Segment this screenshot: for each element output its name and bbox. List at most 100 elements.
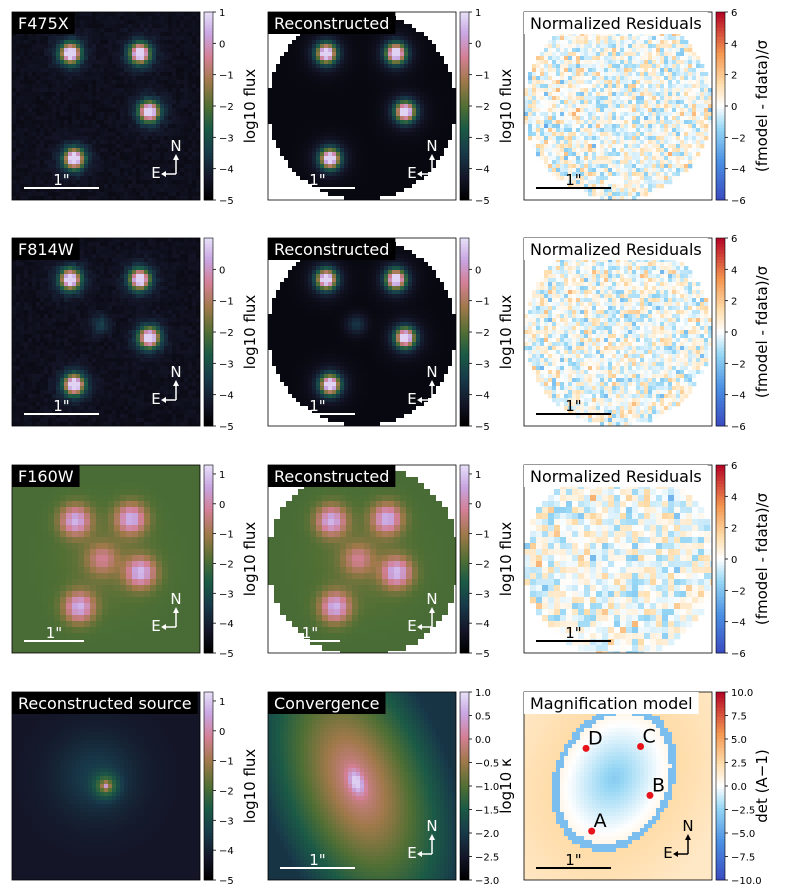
panel-title: Normalized Residuals: [530, 240, 702, 259]
colorbar-tick-label: 10.0: [731, 688, 753, 699]
colorbar-cb-f160w: 1 0 −1 −2 −3 −4 −5 log10 flux: [203, 464, 259, 660]
colorbar-cb-f475x-resid: 6 4 2 0 −2 −4 −6 (fmodel - fdata)/σ: [715, 8, 771, 207]
panel-frame: [11, 237, 201, 427]
colorbar-tick-label: −5: [219, 422, 234, 433]
panel-frame: [11, 464, 201, 654]
panel-title: Magnification model: [530, 694, 693, 713]
panel-title-box: [268, 12, 396, 34]
colorbar-tick-label: −1: [475, 297, 490, 308]
panel-image: [12, 238, 200, 426]
panel-magnification: 1" NE Magnification model A B C D: [523, 691, 713, 881]
colorbar-tick-label: −3: [475, 589, 490, 600]
colorbar-tick-label: 2: [731, 71, 737, 82]
panel-title: Reconstructed: [274, 14, 389, 33]
colorbar-tick-label: −4: [731, 391, 746, 402]
colorbar-tick-label: 1.0: [475, 688, 491, 699]
colorbar-tick-label: −2.5: [475, 853, 499, 864]
panel-f160w-recon: 1" NE Reconstructed: [267, 464, 457, 654]
panel-image: [524, 238, 712, 426]
colorbar-label: log10 κ: [497, 758, 515, 814]
panel-source: Reconstructed source: [11, 691, 201, 881]
panel-title-box: [268, 238, 396, 260]
colorbar-tick-label: −5.0: [731, 829, 755, 840]
scale-bar-label: 1": [46, 624, 62, 642]
panel-title-box: [12, 12, 75, 34]
compass-north-label: N: [426, 817, 437, 835]
colorbar-tick-label: −4: [731, 165, 746, 176]
colorbar-tick-label: 4: [731, 492, 737, 503]
colorbar-tick-label: 1: [475, 8, 481, 19]
colorbar-tick-label: −1.0: [475, 782, 499, 793]
colorbar-tick-label: −0.5: [475, 759, 499, 770]
lensed-image-marker: [588, 827, 596, 835]
colorbar-cb-convergence: 1.0 0.5 0.0 −0.5 −1.0 −1.5 −2.0 −2.5 −3.0 log10 κ: [459, 688, 515, 887]
colorbar-tick-label: −2: [219, 786, 234, 797]
colorbar-cb-f160w-recon: 1 0 −1 −2 −3 −4 −5 log10 flux: [459, 464, 515, 660]
panel-image: [12, 12, 200, 200]
colorbar-tick-label: 2.5: [731, 759, 747, 770]
colorbar-tick-label: 0: [475, 39, 481, 50]
colorbar-tick-label: −2: [475, 559, 490, 570]
colorbar-tick-label: −1: [475, 71, 490, 82]
panel-title-box: [268, 465, 396, 487]
panel-image: [268, 465, 456, 653]
panel-image: [12, 465, 200, 653]
colorbar-tick-label: −5: [475, 422, 490, 433]
colorbar-tick-label: −2.5: [731, 806, 755, 817]
colorbar-tick-label: 1: [219, 470, 225, 481]
colorbar-tick-label: −10.0: [731, 876, 762, 887]
colorbar-tick-label: 5.0: [731, 735, 747, 746]
panel-f475x-resid: 1" Normalized Residuals: [523, 11, 713, 201]
scale-bar-label: 1": [53, 171, 69, 189]
colorbar-tick-label: 1: [475, 470, 481, 481]
colorbar-tick-label: −2.0: [475, 829, 499, 840]
scale-bar-label: 1": [309, 397, 325, 415]
colorbar-tick-label: 0: [475, 500, 481, 511]
colorbar-tick-label: −2: [475, 102, 490, 113]
colorbar-tick-label: −3.0: [475, 876, 499, 887]
colorbar-tick-label: 0: [475, 265, 481, 276]
colorbar-label: det (A−1): [753, 749, 771, 822]
scale-bar-label: 1": [53, 397, 69, 415]
panel-title-box: [268, 692, 386, 714]
colorbar-tick-label: −4: [219, 846, 234, 857]
panel-title-box: [524, 692, 699, 714]
colorbar-label: (fmodel - fdata)/σ: [753, 492, 771, 625]
panel-f160w-resid: 1" Normalized Residuals: [523, 464, 713, 654]
colorbar-tick-label: −1: [219, 530, 234, 541]
colorbar-tick-label: 0.5: [475, 712, 491, 723]
colorbar-tick-label: 0: [219, 39, 225, 50]
compass-east-label: E: [663, 844, 672, 862]
colorbar-tick-label: −4: [475, 619, 490, 630]
colorbar-tick-label: 0.0: [475, 735, 491, 746]
panel-image: [524, 692, 712, 880]
colorbar-tick-label: 0: [731, 328, 737, 339]
colorbar-tick-label: 0: [219, 500, 225, 511]
compass-north-label: N: [426, 363, 437, 381]
colorbar-tick-label: −3: [219, 589, 234, 600]
lensed-image-label: C: [643, 726, 656, 748]
lensed-image-marker: [646, 791, 654, 799]
colorbar-label: log10 flux: [241, 749, 259, 824]
colorbar-tick-label: 6: [731, 461, 737, 472]
colorbar-tick-label: −4: [219, 391, 234, 402]
colorbar-tick-label: −2: [731, 133, 746, 144]
colorbar-tick-label: −2: [219, 559, 234, 570]
colorbar-cb-f475x: 1 0 −1 −2 −3 −4 −5 log10 flux: [203, 8, 259, 207]
scale-bar-label: 1": [565, 171, 581, 189]
colorbar-tick-label: −3: [475, 133, 490, 144]
colorbar-label: log10 flux: [497, 295, 515, 370]
colorbar-tick-label: 6: [731, 234, 737, 245]
colorbar-tick-label: 4: [731, 39, 737, 50]
colorbar-tick-label: 6: [731, 8, 737, 19]
colorbar-tick-label: −5: [219, 649, 234, 660]
colorbar-tick-label: −4: [219, 619, 234, 630]
colorbar-tick-label: −4: [475, 391, 490, 402]
panel-title: Convergence: [274, 694, 380, 713]
colorbar-tick-label: −6: [731, 422, 746, 433]
compass-east-label: E: [407, 844, 416, 862]
colorbar-tick-label: −5: [475, 196, 490, 207]
colorbar-tick-label: 0: [731, 102, 737, 113]
colorbar-tick-label: −2: [219, 328, 234, 339]
